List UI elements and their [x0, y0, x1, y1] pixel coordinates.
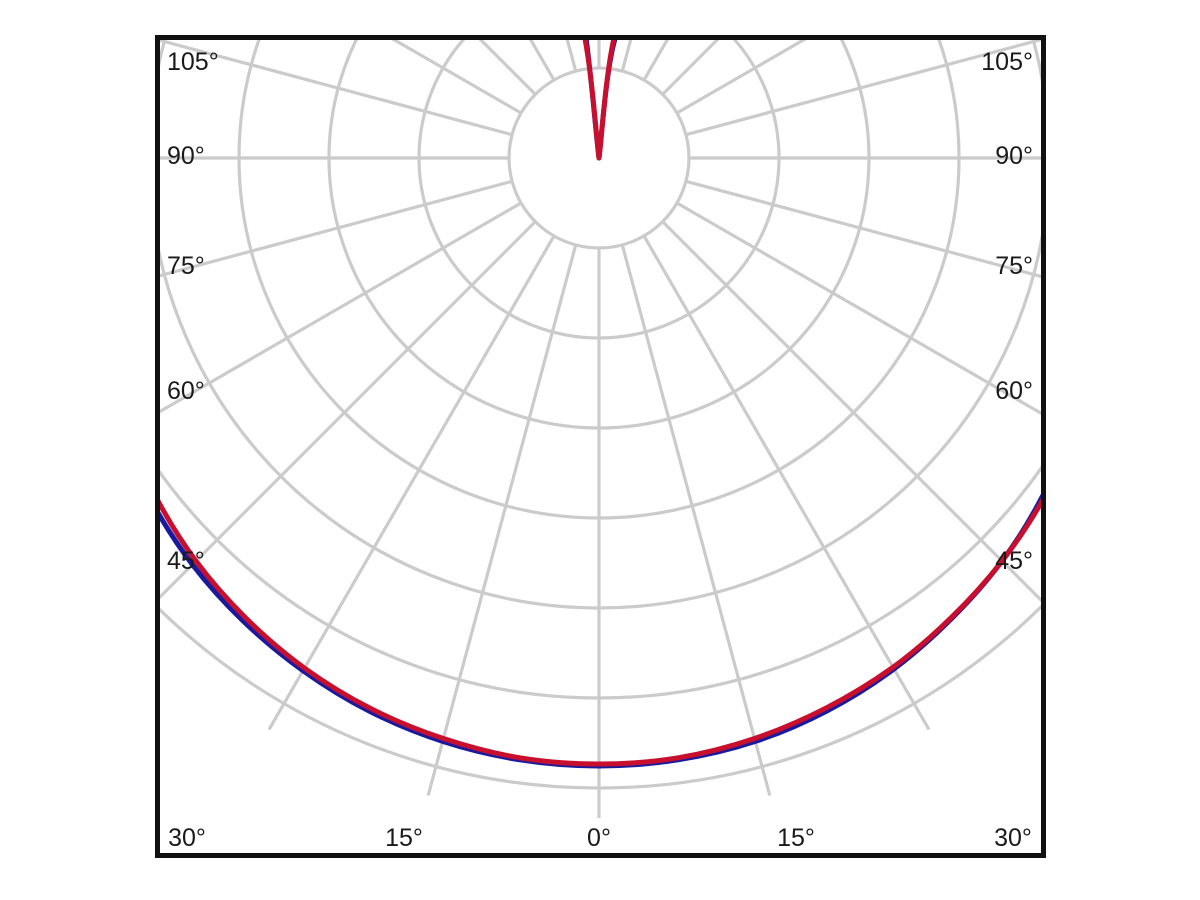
axis-label-bottom-15deg-3: 15° — [777, 824, 815, 852]
axis-label-right-60deg-3: 60° — [995, 377, 1033, 405]
polar-chart-frame — [155, 35, 1046, 858]
axis-label-right-45deg-4: 45° — [995, 547, 1033, 575]
axis-label-bottom-30deg-0: 30° — [168, 824, 206, 852]
axis-label-left-60deg-3: 60° — [167, 377, 205, 405]
axis-label-right-105deg-0: 105° — [981, 48, 1033, 76]
axis-label-left-90deg-1: 90° — [167, 142, 205, 170]
axis-label-bottom-15deg-1: 15° — [385, 824, 423, 852]
axis-label-left-45deg-4: 45° — [167, 547, 205, 575]
axis-label-bottom-30deg-4: 30° — [994, 824, 1032, 852]
axis-label-right-75deg-2: 75° — [995, 252, 1033, 280]
axis-label-left-105deg-0: 105° — [167, 48, 219, 76]
axis-label-right-90deg-1: 90° — [995, 142, 1033, 170]
axis-label-left-75deg-2: 75° — [167, 252, 205, 280]
axis-label-bottom-0deg-2: 0° — [587, 824, 611, 852]
